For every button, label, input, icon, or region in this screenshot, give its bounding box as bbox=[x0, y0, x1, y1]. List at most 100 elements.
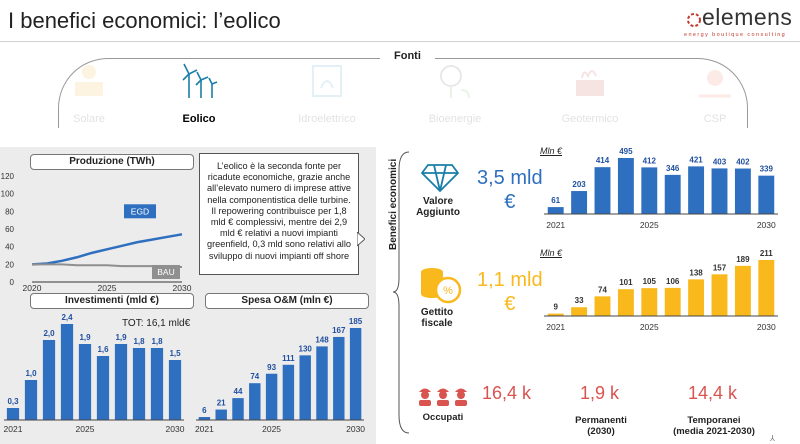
y-tick-label: 60 bbox=[5, 225, 14, 234]
header-divider bbox=[0, 41, 800, 42]
temporanei-value: 14,4 k bbox=[688, 383, 738, 403]
bar bbox=[150, 348, 164, 420]
data-label: 1,0 bbox=[25, 369, 37, 378]
bar bbox=[215, 409, 227, 420]
hydro-icon bbox=[312, 65, 342, 97]
bar bbox=[249, 383, 261, 420]
data-label: 148 bbox=[315, 335, 329, 344]
bar bbox=[711, 168, 728, 214]
gettito-label: Gettito fiscale bbox=[420, 307, 454, 329]
data-label: 106 bbox=[666, 277, 680, 286]
data-label: 1,9 bbox=[115, 333, 127, 342]
bar bbox=[711, 274, 728, 316]
source-solare[interactable]: Solare bbox=[44, 60, 134, 135]
bar bbox=[547, 313, 564, 316]
data-label: 185 bbox=[349, 317, 363, 326]
data-label: 412 bbox=[643, 156, 657, 165]
x-tick-label: 2025 bbox=[98, 283, 117, 292]
y-tick-label: 120 bbox=[1, 172, 15, 181]
valore-unit: Mln € bbox=[540, 146, 563, 156]
bar bbox=[168, 360, 182, 420]
data-label: 0,3 bbox=[7, 397, 19, 406]
bar bbox=[758, 260, 775, 316]
data-label: 93 bbox=[267, 363, 276, 372]
x-tick-label: 2030 bbox=[757, 220, 776, 230]
bar bbox=[114, 344, 128, 420]
bar bbox=[333, 336, 345, 420]
bar bbox=[78, 344, 92, 420]
data-label: 421 bbox=[689, 155, 703, 164]
source-csp[interactable]: CSP bbox=[670, 60, 760, 135]
logo-tagline: energy boutique consulting bbox=[684, 32, 787, 38]
bar bbox=[547, 207, 564, 214]
data-label: 1,8 bbox=[133, 337, 145, 346]
bar bbox=[734, 168, 751, 214]
bar bbox=[664, 287, 681, 316]
bar bbox=[617, 158, 634, 214]
x-tick-label: 2030 bbox=[346, 424, 365, 434]
x-tick-label: 2025 bbox=[640, 220, 659, 230]
source-label: Geotermico bbox=[561, 113, 619, 125]
logo-word: elemens bbox=[702, 4, 793, 30]
y-tick-label: 40 bbox=[5, 243, 14, 252]
geothermal-icon bbox=[576, 70, 604, 96]
bioenergy-icon bbox=[440, 65, 470, 99]
occupati-total: 16,4 k bbox=[482, 383, 532, 403]
data-label: 101 bbox=[619, 278, 633, 287]
bar bbox=[24, 380, 38, 420]
data-label: 414 bbox=[596, 156, 610, 165]
bar bbox=[198, 417, 211, 420]
source-bioenergie[interactable]: Bioenergie bbox=[410, 60, 500, 135]
data-label: 9 bbox=[553, 303, 558, 312]
logo-icon bbox=[687, 13, 701, 27]
y-tick-label: 0 bbox=[10, 278, 15, 287]
bar bbox=[96, 356, 110, 420]
valore-aggiunto-chart: 61 203 414 495 412 346 421 403 402 339 2021 2025 203… bbox=[544, 147, 778, 230]
bar bbox=[734, 265, 751, 316]
bar bbox=[594, 296, 611, 316]
legend-label: EGD bbox=[131, 206, 149, 216]
data-label: 189 bbox=[736, 255, 750, 264]
y-tick-label: 80 bbox=[5, 207, 14, 216]
source-label: Bioenergie bbox=[428, 113, 482, 125]
data-label: 346 bbox=[666, 164, 680, 173]
bar bbox=[571, 307, 588, 316]
data-label: 44 bbox=[234, 387, 243, 396]
fonti-label: Fonti bbox=[380, 50, 435, 62]
bar bbox=[132, 348, 146, 420]
bar bbox=[617, 289, 634, 316]
source-geotermico[interactable]: Geotermico bbox=[545, 60, 635, 135]
data-label: 2,0 bbox=[43, 329, 55, 338]
legend-box-bau bbox=[152, 264, 180, 279]
x-tick-label: 2025 bbox=[76, 424, 95, 434]
bar bbox=[299, 355, 311, 420]
gettito-chart: 9 33 74 101 105 106 138 157 189 211 2021 2025 2030 bbox=[544, 249, 778, 332]
source-label: Eolico bbox=[182, 113, 216, 125]
data-label: 33 bbox=[575, 296, 584, 305]
bar bbox=[688, 166, 705, 214]
investimenti-total: TOT: 16,1 mld€ bbox=[122, 318, 191, 329]
data-label: 2,4 bbox=[61, 313, 73, 322]
svg-text:%: % bbox=[443, 285, 453, 297]
legend-label: BAU bbox=[157, 267, 174, 277]
bar bbox=[282, 364, 295, 420]
source-label: Idroelettrico bbox=[298, 113, 356, 125]
data-label: 1,6 bbox=[97, 345, 109, 354]
data-label: 138 bbox=[689, 268, 703, 277]
data-label: 1,5 bbox=[169, 349, 181, 358]
bracket bbox=[393, 151, 410, 434]
spesa-om-title: Spesa O&M (mln €) bbox=[205, 293, 369, 309]
data-label: 1,9 bbox=[79, 333, 91, 342]
x-tick-label: 2020 bbox=[23, 283, 42, 292]
data-label: 495 bbox=[619, 147, 633, 156]
bar bbox=[42, 340, 56, 420]
bar bbox=[641, 167, 658, 214]
x-tick-label: 2021 bbox=[546, 322, 565, 332]
data-label: 339 bbox=[760, 165, 774, 174]
x-tick-label: 2030 bbox=[173, 283, 192, 292]
sun-panel-icon bbox=[75, 65, 103, 96]
bar bbox=[316, 346, 328, 420]
source-eolico[interactable]: Eolico bbox=[154, 60, 244, 135]
page-mark: ⅄ bbox=[770, 434, 775, 443]
source-idroelettrico[interactable]: Idroelettrico bbox=[282, 60, 372, 135]
